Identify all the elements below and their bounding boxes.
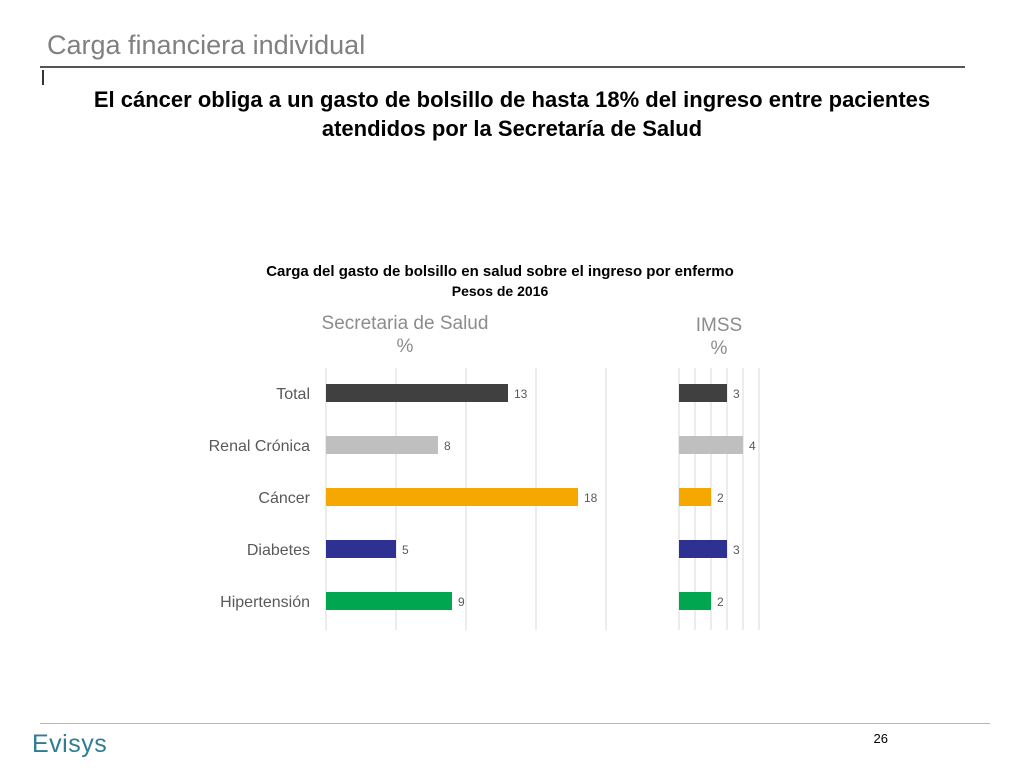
page-number: 26 [873,731,888,746]
data-label-imss-total: 3 [733,387,740,401]
category-label-hipertension: Hipertensión [220,594,310,611]
bar-imss-hipertension [679,592,711,610]
bar-imss-renal-cronica [679,436,743,454]
bar-imss-cancer [679,488,711,506]
data-label-imss-hipertension: 2 [717,595,724,609]
category-label-cancer: Cáncer [258,490,310,507]
data-label-imss-renal-cronica: 4 [749,439,756,453]
category-label-total: Total [276,386,310,403]
panel-unit-secretaria: % [396,336,414,357]
panel-header-imss: IMSS % [664,314,774,360]
title-accent-tick [42,70,44,85]
bar-secretaria-renal-cronica [326,436,438,454]
bar-imss-diabetes [679,540,727,558]
data-label-secretaria-cancer: 18 [584,491,598,505]
category-label-diabetes: Diabetes [247,542,310,559]
chart-subtitle: Pesos de 2016 [451,283,549,299]
data-label-secretaria-renal-cronica: 8 [444,439,451,453]
data-label-imss-diabetes: 3 [733,543,740,557]
bar-secretaria-total [326,384,508,402]
evisys-logo: Evisys [32,730,108,758]
data-label-secretaria-total: 13 [514,387,528,401]
data-label-imss-cancer: 2 [717,491,724,505]
footer-divider [40,723,990,724]
slide-title: Carga financiera individual [47,30,366,60]
bar-imss-total [679,384,727,402]
panel-header-secretaria: Secretaria de Salud % [300,312,510,358]
panel-name-secretaria: Secretaria de Salud [321,313,489,334]
data-label-secretaria-hipertension: 9 [458,595,465,609]
panel-name-imss: IMSS [695,315,743,336]
bar-secretaria-hipertension [326,592,452,610]
title-divider [40,66,965,68]
category-label-renal-cronica: Renal Crónica [209,438,310,455]
data-label-secretaria-diabetes: 5 [402,543,409,557]
bar-secretaria-cancer [326,488,578,506]
bar-secretaria-diabetes [326,540,396,558]
headline: El cáncer obliga a un gasto de bolsillo … [93,87,931,141]
panel-unit-imss: % [710,338,728,359]
chart-title: Carga del gasto de bolsillo en salud sob… [266,263,734,280]
